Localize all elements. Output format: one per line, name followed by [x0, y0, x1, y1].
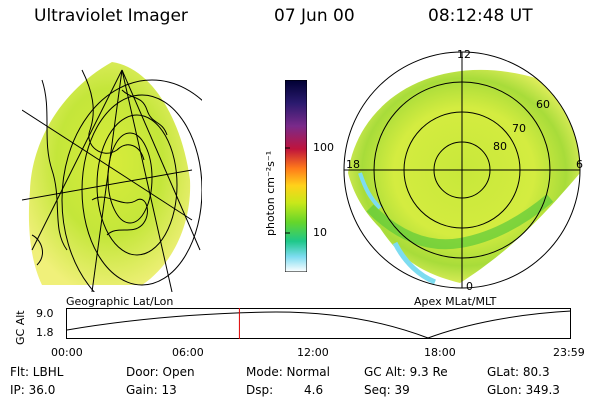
status-flt: Flt: LBHL [10, 365, 64, 379]
status-gain: Gain: 13 [126, 383, 177, 397]
mlat-label-80: 80 [493, 140, 507, 153]
status-ip: IP: 36.0 [10, 383, 56, 397]
mlat-label-60: 60 [536, 98, 550, 111]
mlt-label-0: 0 [466, 280, 473, 293]
mlt-label-18: 18 [346, 158, 360, 171]
right-panel-label: Apex MLat/MLT [414, 295, 497, 308]
altitude-ylabel: GC Alt [14, 310, 27, 345]
colorbar-tick-100: 100 [313, 141, 334, 154]
header-time: 08:12:48 UT [428, 6, 533, 26]
altitude-xtick-3: 18:00 [424, 346, 456, 359]
status-glon: GLon: 349.3 [487, 383, 560, 397]
altitude-xtick-0: 00:00 [51, 346, 83, 359]
altitude-xtick-4: 23:59 [553, 346, 585, 359]
altitude-xtick-2: 12:00 [297, 346, 329, 359]
mlt-label-6: 6 [576, 158, 583, 171]
header-date: 07 Jun 00 [274, 6, 355, 26]
altitude-plot [66, 308, 572, 339]
altitude-ytick-high: 9.0 [36, 307, 54, 320]
mlt-label-12: 12 [457, 48, 471, 61]
colorbar-unit-label: photon cm⁻²s⁻¹ [264, 150, 277, 236]
altitude-xtick-1: 06:00 [172, 346, 204, 359]
geographic-image [22, 62, 202, 292]
polar-image [343, 51, 581, 289]
altitude-ytick-low: 1.8 [36, 326, 54, 339]
status-mode: Mode: Normal [246, 365, 330, 379]
app-title: Ultraviolet Imager [34, 6, 188, 26]
colorbar [284, 79, 308, 273]
status-dsp-value: 4.6 [304, 383, 324, 397]
status-glat: GLat: 80.3 [487, 365, 550, 379]
colorbar-tick-10: 10 [313, 226, 327, 239]
status-seq: Seq: 39 [364, 383, 410, 397]
status-dsp-label: Dsp: [246, 383, 274, 397]
mlat-label-70: 70 [512, 122, 526, 135]
status-gc-alt: GC Alt: 9.3 Re [364, 365, 448, 379]
status-door: Door: Open [126, 365, 195, 379]
left-panel-label: Geographic Lat/Lon [66, 295, 174, 308]
